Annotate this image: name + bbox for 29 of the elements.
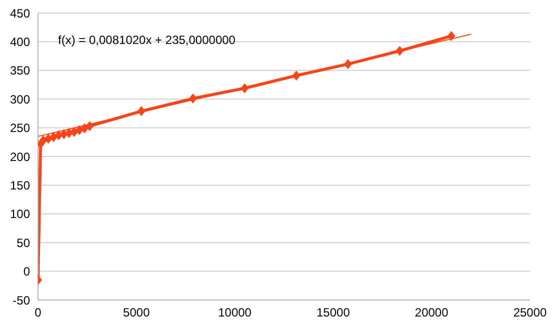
y-tick-label: 300 [10, 92, 30, 106]
y-tick-label: 100 [10, 207, 30, 222]
point [344, 59, 352, 70]
x-tick-label: 25000 [513, 306, 548, 320]
y-tick-label: 250 [10, 121, 30, 136]
y-tick-label: 400 [10, 34, 30, 49]
y-tick-label: 450 [10, 6, 30, 20]
x-tick-label: 15000 [316, 306, 350, 320]
x-tick-label: 20000 [414, 306, 449, 320]
annotation: f(x) = 0,0081020x + 235,0000000 [58, 33, 236, 47]
point [137, 106, 146, 116]
y-tick-label: 50 [16, 236, 30, 250]
x-tick-label: 5000 [123, 306, 150, 320]
y-tick-label: -50 [12, 293, 30, 308]
point [188, 94, 197, 104]
point [396, 46, 404, 56]
point [240, 83, 249, 94]
x-tick-label: 10000 [218, 306, 252, 320]
y-tick-label: 200 [10, 150, 30, 164]
y-tick-label: 150 [10, 178, 30, 192]
point [80, 123, 88, 134]
point [447, 30, 456, 41]
y-tick-label: 350 [10, 64, 30, 78]
point [292, 70, 300, 81]
point [39, 135, 48, 146]
y-tick-label: 0 [23, 264, 30, 279]
point [86, 121, 94, 132]
point [70, 126, 78, 137]
x-tick-label: 0 [34, 306, 42, 320]
